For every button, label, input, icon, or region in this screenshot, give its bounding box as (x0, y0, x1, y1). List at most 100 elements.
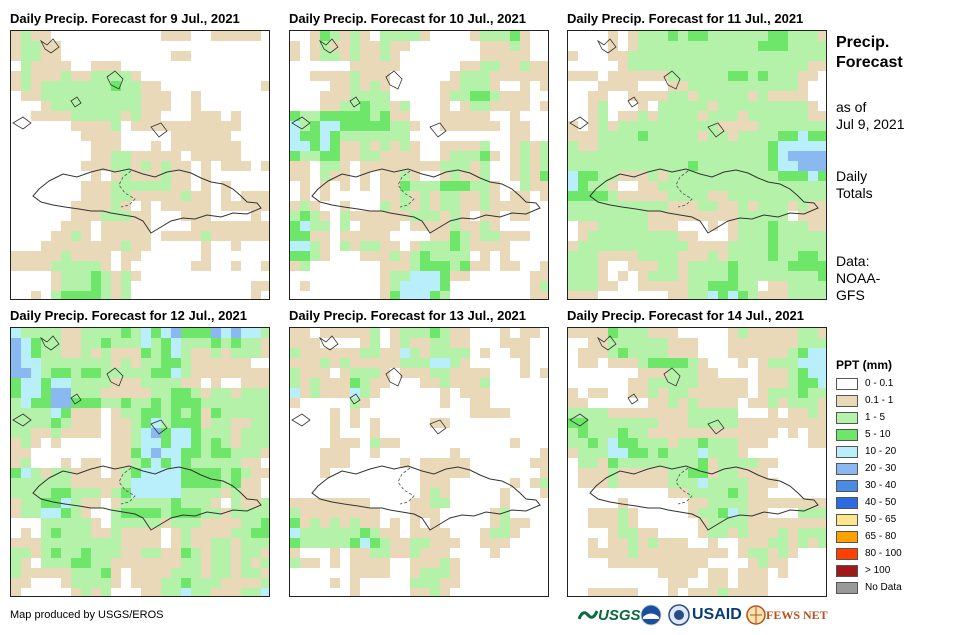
coastline (311, 168, 541, 234)
island-outline (318, 335, 339, 351)
as-of-line1: as of (836, 99, 867, 115)
island-outline (150, 122, 168, 138)
as-of-line2: Jul 9, 2021 (836, 116, 905, 132)
island-outline (429, 419, 447, 435)
border-line (118, 170, 136, 208)
coastline (311, 465, 541, 531)
legend-label: 20 - 30 (865, 463, 897, 474)
legend-swatch (836, 531, 858, 543)
precip-map-5 (290, 328, 548, 596)
fewsnet-logo-text: FEWS NET (766, 607, 828, 622)
totals-line2: Totals (836, 185, 873, 201)
usaid-logo: USAID (692, 604, 742, 626)
data-source-line1: Data: (836, 253, 870, 269)
island-outline (663, 70, 681, 90)
map-panel-5 (289, 327, 549, 597)
precip-map-4 (11, 328, 269, 596)
island-outline (150, 419, 168, 435)
island-outline (627, 96, 639, 108)
credit-text: Map produced by USGS/EROS (10, 609, 164, 621)
precip-map-2 (290, 31, 548, 299)
noaa-logo (640, 604, 662, 631)
coastline (32, 168, 262, 234)
border-line (675, 467, 693, 505)
legend-label: 10 - 20 (865, 446, 897, 457)
island-outline (291, 413, 311, 427)
as-of-text: as of Jul 9, 2021 (836, 99, 905, 133)
island-outline (70, 393, 82, 405)
island-outline (663, 367, 681, 387)
totals-line1: Daily (836, 168, 868, 184)
usaid-logo-text: USAID (692, 606, 742, 623)
legend-swatch (836, 446, 858, 458)
map-panel-6 (567, 327, 827, 597)
panel-title-4: Daily Precip. Forecast for 12 Jul., 2021 (10, 308, 248, 323)
legend-label: No Data (865, 582, 902, 593)
usgs-logo-text: USGS (598, 606, 641, 624)
coastline (589, 168, 819, 234)
legend-label: 40 - 50 (865, 497, 897, 508)
legend-swatch (836, 480, 858, 492)
island-outline (349, 393, 361, 405)
legend-swatch (836, 582, 858, 594)
panel-title-5: Daily Precip. Forecast for 13 Jul., 2021 (289, 308, 527, 323)
legend-swatch (836, 548, 858, 560)
border-line (397, 467, 415, 505)
island-outline (39, 38, 60, 54)
panel-title-1: Daily Precip. Forecast for 9 Jul., 2021 (10, 11, 240, 26)
legend-swatch (836, 565, 858, 577)
island-outline (385, 70, 403, 90)
map-panel-3 (567, 30, 827, 300)
legend-title: PPT (mm) (836, 358, 893, 372)
island-outline (349, 96, 361, 108)
island-outline (12, 116, 32, 130)
island-outline (569, 116, 589, 130)
island-outline (385, 367, 403, 387)
fewsnet-logo: FEWS NET (746, 604, 828, 626)
island-outline (318, 38, 339, 54)
fewsnet-globe-icon (746, 605, 766, 625)
map-panel-1 (10, 30, 270, 300)
coastline (32, 465, 262, 531)
legend-label: 50 - 65 (865, 514, 897, 525)
side-title-line1: Precip. (836, 34, 890, 51)
totals-text: Daily Totals (836, 168, 873, 202)
usgs-logo: USGS (578, 604, 641, 626)
panel-title-2: Daily Precip. Forecast for 10 Jul., 2021 (289, 11, 527, 26)
coastline (589, 465, 819, 531)
data-source-text: Data: NOAA- GFS (836, 253, 880, 304)
side-title: Precip. Forecast (836, 33, 903, 73)
border-line (118, 467, 136, 505)
island-outline (70, 96, 82, 108)
map-panel-2 (289, 30, 549, 300)
island-outline (627, 393, 639, 405)
legend-swatch (836, 429, 858, 441)
legend-label: 0.1 - 1 (865, 395, 894, 406)
legend-swatch (836, 378, 858, 390)
usgs-wave-icon (578, 610, 598, 620)
legend-swatch (836, 497, 858, 509)
panel-title-3: Daily Precip. Forecast for 11 Jul., 2021 (567, 11, 804, 26)
precip-map-1 (11, 31, 269, 299)
panel-title-6: Daily Precip. Forecast for 14 Jul., 2021 (567, 308, 805, 323)
legend-swatch (836, 463, 858, 475)
legend-swatch (836, 514, 858, 526)
island-outline (291, 116, 311, 130)
precip-map-3 (568, 31, 826, 299)
legend-swatch (836, 412, 858, 424)
island-outline (596, 38, 617, 54)
legend-label: 0 - 0.1 (865, 378, 894, 389)
legend-label: 1 - 5 (865, 412, 886, 423)
map-panel-4 (10, 327, 270, 597)
island-outline (106, 70, 124, 90)
side-title-line2: Forecast (836, 54, 903, 71)
island-outline (596, 335, 617, 351)
island-outline (569, 413, 589, 427)
island-outline (106, 367, 124, 387)
border-line (675, 170, 693, 208)
border-line (397, 170, 415, 208)
legend-label: 30 - 40 (865, 480, 897, 491)
legend-label: 5 - 10 (865, 429, 891, 440)
legend-label: 80 - 100 (865, 548, 902, 559)
island-outline (707, 419, 725, 435)
